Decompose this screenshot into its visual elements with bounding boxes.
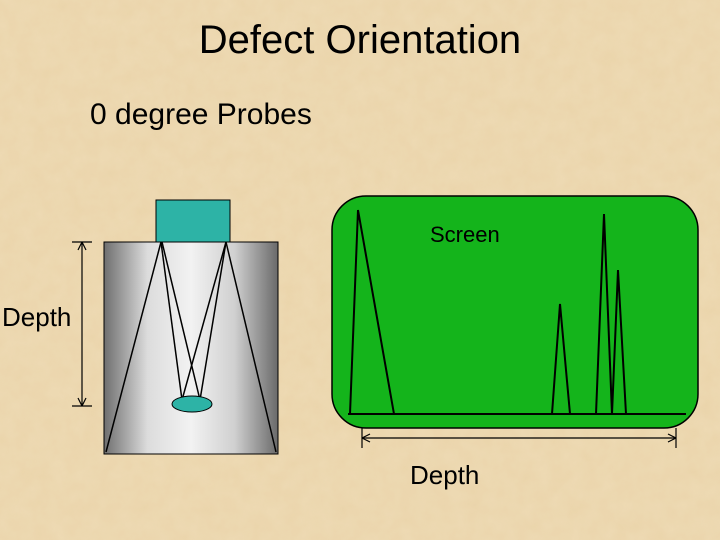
probe-transducer	[156, 200, 230, 242]
depth-axis-arrow	[362, 428, 676, 448]
slide-title: Defect Orientation	[0, 18, 720, 63]
slide-subtitle: 0 degree Probes	[90, 98, 312, 132]
screen-label: Screen	[430, 222, 500, 248]
defect-indicator	[172, 396, 212, 412]
depth-label-left: Depth	[2, 302, 71, 333]
screen-panel	[332, 196, 698, 428]
slide: Defect Orientation 0 degree Probes Depth…	[0, 0, 720, 540]
depth-arrow-vertical	[72, 242, 92, 406]
depth-label-bottom: Depth	[410, 460, 479, 491]
diagram-layer	[0, 0, 720, 540]
